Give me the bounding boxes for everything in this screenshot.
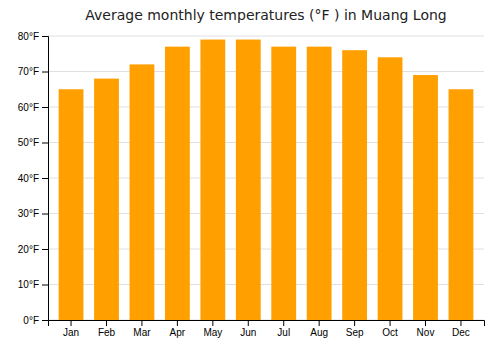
tick: Mar (133, 320, 151, 338)
tick: Feb (98, 320, 116, 338)
plot: 0°F 10°F 20°F 30°F 40°F 50°F 60°F 70°F 80°F Jan Fe… (18, 31, 485, 338)
grid-line (48, 36, 484, 37)
tick: Aug (310, 320, 328, 338)
tick-mark (319, 320, 320, 326)
bar (165, 47, 190, 320)
tick-label: 0°F (23, 315, 39, 326)
tick-label: Aug (310, 327, 328, 338)
bar (449, 89, 474, 320)
tick-label: 60°F (18, 102, 39, 113)
bars (59, 40, 474, 320)
tick-label: 70°F (18, 66, 39, 77)
tick-label: 80°F (18, 31, 39, 42)
bar (94, 79, 119, 320)
tick: 10°F (18, 279, 48, 290)
tick-label: 50°F (18, 137, 39, 148)
tick-label: Dec (452, 327, 470, 338)
tick-label: Jan (63, 327, 79, 338)
tick: Nov (417, 320, 435, 338)
bar (59, 89, 84, 320)
bar (271, 47, 296, 320)
tick: Apr (170, 320, 186, 338)
tick-mark (42, 36, 48, 37)
tick-mark (354, 320, 355, 326)
tick-mark (425, 320, 426, 326)
grid-line (48, 71, 484, 72)
x-axis: Jan Feb Mar Apr May Jun Jul Aug Sep Oct Nov Dec (49, 320, 485, 338)
tick: Dec (452, 320, 470, 338)
bar (130, 64, 155, 320)
tick: 0°F (23, 315, 48, 326)
tick-label: 40°F (18, 173, 39, 184)
tick: 80°F (18, 31, 48, 42)
tick-label: May (203, 327, 222, 338)
tick-mark (106, 320, 107, 326)
axis-line (42, 37, 49, 321)
tick: Jun (240, 320, 256, 338)
axis-line (49, 321, 485, 327)
bar (378, 57, 403, 320)
y-axis: 0°F 10°F 20°F 30°F 40°F 50°F 60°F 70°F 80°F (18, 31, 49, 326)
tick-label: Oct (382, 327, 398, 338)
tick-mark (42, 320, 48, 321)
tick: 70°F (18, 66, 48, 77)
tick-mark (42, 285, 48, 286)
bar (307, 47, 332, 320)
tick-mark (71, 320, 72, 326)
tick-mark (42, 178, 48, 179)
tick-label: Jul (277, 327, 290, 338)
tick: 40°F (18, 173, 48, 184)
tick: May (203, 320, 222, 338)
grid (48, 36, 484, 320)
tick-mark (177, 320, 178, 326)
tick-label: Apr (170, 327, 186, 338)
tick: Oct (382, 320, 398, 338)
tick-label: Feb (98, 327, 116, 338)
tick-label: Nov (417, 327, 435, 338)
tick-label: Sep (346, 327, 364, 338)
title: Average monthly temperatures (°F ) in Mu… (85, 7, 446, 23)
tick: Sep (346, 320, 364, 338)
tick-mark (390, 320, 391, 326)
tick: 30°F (18, 208, 48, 219)
tick-mark (42, 214, 48, 215)
tick: 20°F (18, 244, 48, 255)
tick-label: 20°F (18, 244, 39, 255)
chart: 0°F 10°F 20°F 30°F 40°F 50°F 60°F 70°F 80°F Jan Fe… (0, 0, 500, 350)
bar (236, 40, 261, 320)
tick: Jul (277, 320, 290, 338)
tick-mark (141, 320, 142, 326)
tick-label: 30°F (18, 208, 39, 219)
tick-mark (283, 320, 284, 326)
tick-mark (460, 320, 461, 326)
tick-mark (42, 107, 48, 108)
tick-mark (248, 320, 249, 326)
tick-mark (212, 320, 213, 326)
bar (413, 75, 438, 320)
bar (342, 50, 367, 320)
tick: Jan (63, 320, 79, 338)
tick-label: Jun (240, 327, 256, 338)
tick-label: Mar (133, 327, 151, 338)
bar (200, 40, 225, 320)
tick: 50°F (18, 137, 48, 148)
tick-mark (42, 249, 48, 250)
tick-label: 10°F (18, 279, 39, 290)
tick-mark (42, 72, 48, 73)
tick: 60°F (18, 102, 48, 113)
tick-mark (42, 143, 48, 144)
